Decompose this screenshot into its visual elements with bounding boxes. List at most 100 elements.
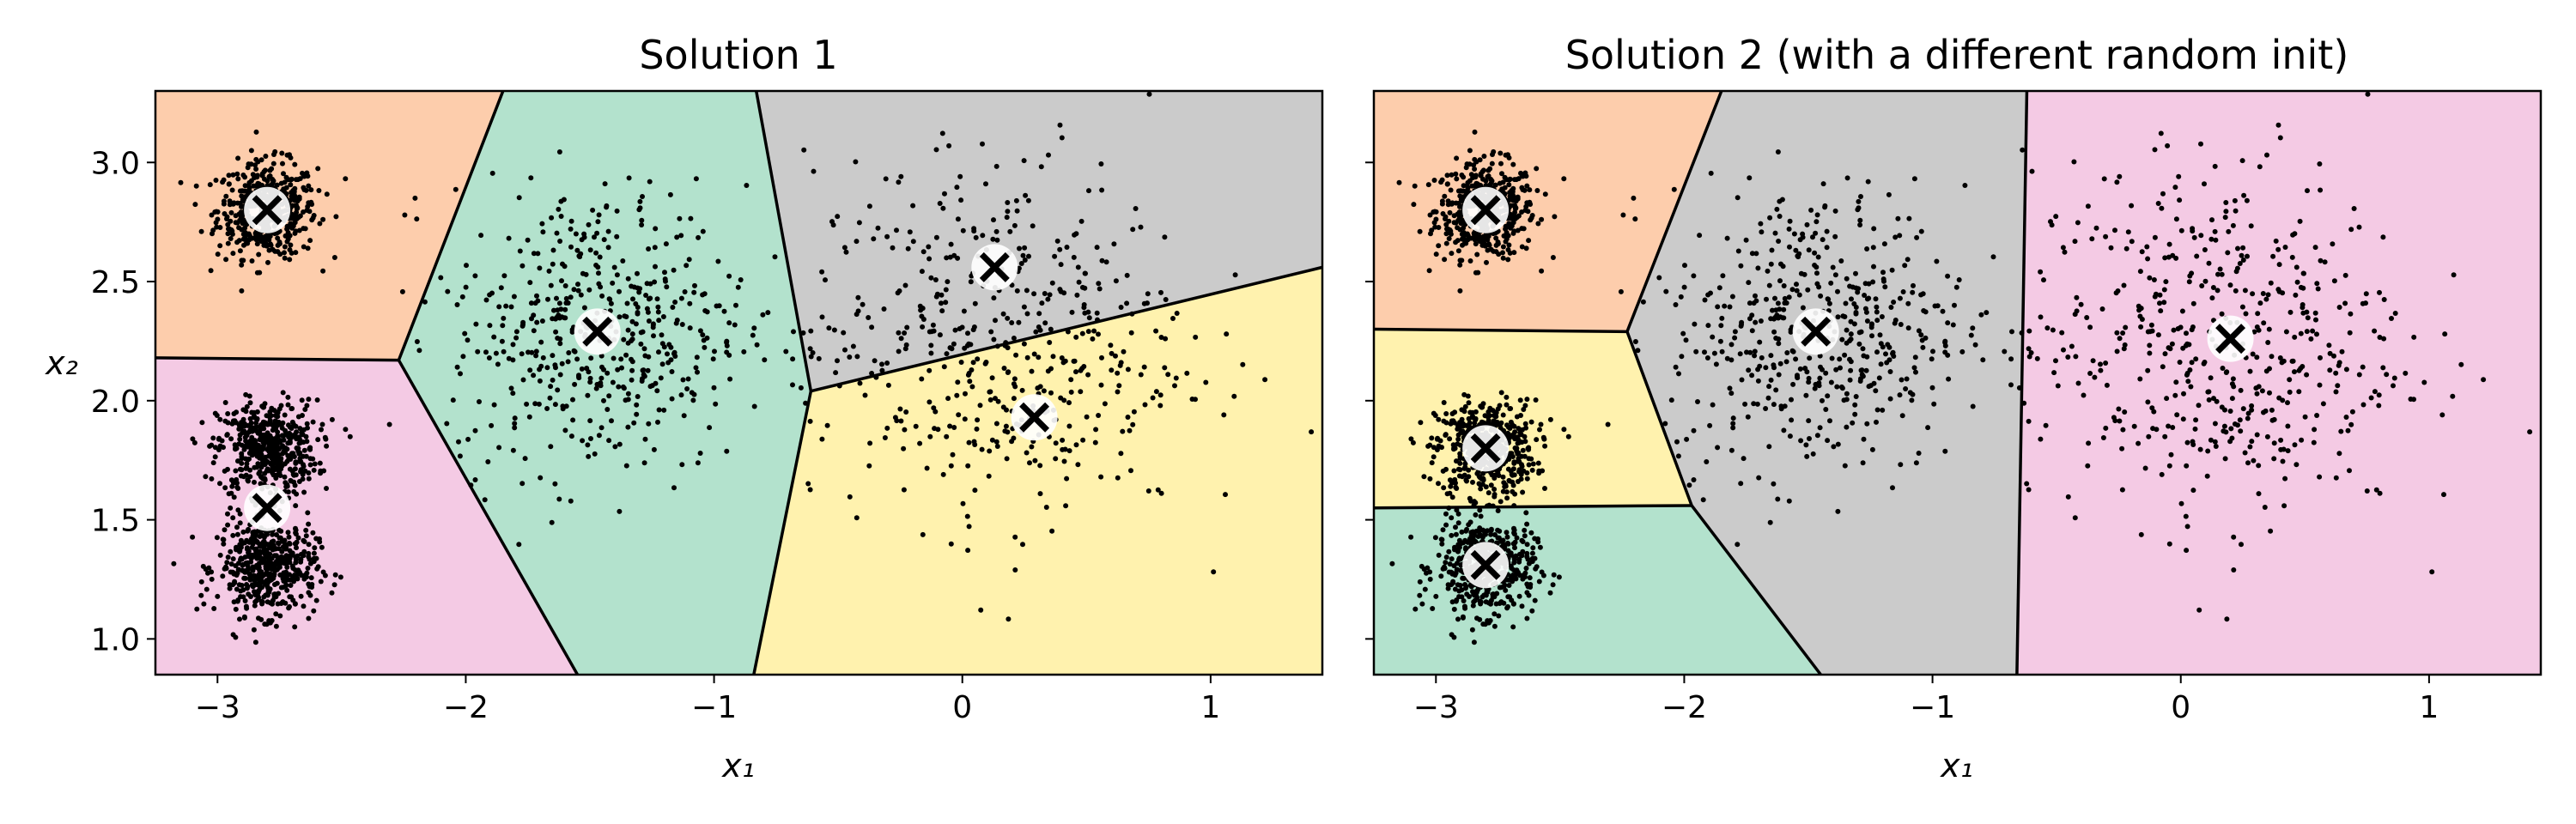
data-point [1509, 223, 1515, 229]
data-point [2162, 255, 2168, 261]
data-point [927, 433, 933, 439]
data-point [1870, 279, 1876, 285]
data-point [866, 203, 872, 209]
data-point [1460, 575, 1466, 581]
data-point [1835, 288, 1840, 294]
data-point [2026, 418, 2032, 424]
data-point [2297, 218, 2303, 224]
data-point [2256, 491, 2262, 497]
data-point [2121, 346, 2127, 352]
data-point [597, 254, 603, 260]
data-point [1700, 497, 1706, 503]
data-point [679, 462, 685, 468]
data-point [267, 571, 273, 577]
data-point [625, 276, 631, 282]
data-point [1090, 336, 1096, 342]
data-point [256, 552, 262, 558]
data-point [540, 354, 546, 360]
data-point [531, 373, 537, 379]
data-point [2062, 249, 2068, 255]
data-point [1524, 590, 1530, 596]
data-point [611, 355, 617, 361]
data-point [2059, 330, 2065, 336]
data-point [1018, 261, 1024, 266]
data-point [575, 288, 581, 294]
data-point [221, 177, 227, 183]
data-point [1942, 448, 1948, 454]
cluster-region-5 [2016, 91, 2541, 675]
data-point [1880, 276, 1886, 282]
data-point [2174, 412, 2180, 418]
data-point [1707, 422, 1713, 428]
data-point [2187, 367, 2193, 373]
data-point [1806, 418, 1812, 424]
data-point [296, 196, 302, 202]
data-point [978, 607, 984, 613]
data-point [637, 198, 643, 204]
data-point [487, 323, 493, 329]
data-point [1461, 194, 1467, 200]
data-point [639, 379, 645, 384]
data-point [1514, 535, 1520, 541]
data-point [1474, 251, 1480, 258]
data-point [2451, 272, 2457, 278]
data-point [1066, 400, 1072, 406]
data-point [242, 598, 248, 603]
data-point [2208, 437, 2214, 443]
data-point [1502, 484, 1508, 489]
x-tick-label: 0 [952, 690, 972, 725]
data-point [726, 352, 732, 358]
data-point [288, 177, 294, 183]
data-point [253, 546, 259, 552]
data-point [234, 586, 240, 592]
data-point [1485, 173, 1492, 179]
data-point [1853, 270, 1858, 276]
data-point [254, 464, 260, 470]
data-point [293, 554, 298, 560]
data-point [1121, 348, 1127, 354]
data-point [702, 308, 708, 313]
data-point [1443, 231, 1449, 237]
data-point [1029, 444, 1035, 450]
data-point [2411, 397, 2416, 403]
data-point [277, 613, 283, 619]
data-point [1491, 418, 1497, 424]
data-point [617, 441, 623, 447]
data-point [293, 560, 299, 566]
data-point [1057, 122, 1063, 128]
data-point [561, 197, 567, 203]
data-point [1485, 490, 1492, 496]
data-point [1838, 258, 1844, 264]
data-point [655, 309, 661, 315]
solution-2-xlabel: x₁ [1940, 747, 1973, 785]
data-point [1009, 320, 1015, 325]
data-point [898, 173, 904, 179]
data-point [599, 364, 605, 370]
data-point [306, 590, 312, 596]
data-point [2184, 439, 2190, 445]
data-point [1193, 397, 1198, 403]
data-point [994, 343, 1000, 349]
data-point [1765, 395, 1771, 401]
data-point [1523, 203, 1529, 209]
data-point [2372, 328, 2378, 334]
data-point [1431, 410, 1437, 416]
data-point [2314, 413, 2320, 418]
data-point [1461, 234, 1467, 240]
data-point [920, 324, 926, 330]
decision-boundary-5 [752, 391, 813, 675]
data-point [416, 348, 422, 354]
data-point [2292, 334, 2298, 340]
solution-1-title: Solution 1 [639, 32, 837, 78]
data-point [1443, 214, 1449, 220]
data-point [1911, 282, 1916, 288]
data-point [869, 371, 875, 376]
data-point [2250, 351, 2256, 357]
data-point [1828, 280, 1834, 286]
data-point [894, 418, 900, 424]
data-point [270, 451, 276, 457]
data-point [331, 582, 337, 588]
data-point [1443, 511, 1449, 517]
data-point [207, 182, 213, 188]
data-point [1485, 528, 1491, 534]
